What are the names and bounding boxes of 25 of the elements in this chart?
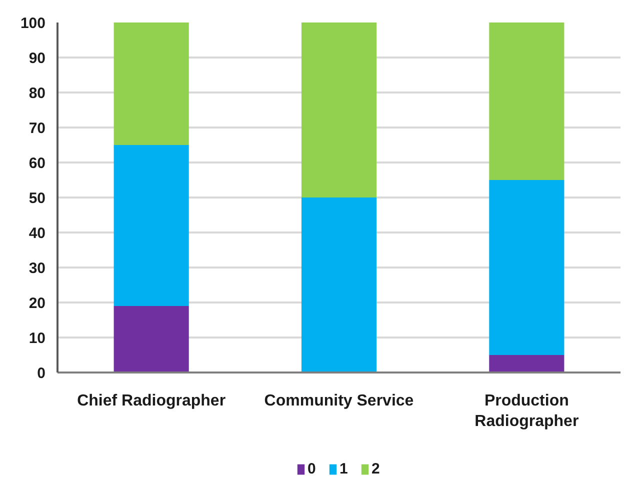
x-tick-label: Community Service — [264, 392, 414, 410]
y-tick-label: 40 — [28, 225, 46, 242]
y-tick-label: 0 — [37, 365, 46, 382]
bar — [489, 180, 564, 355]
x-tick-label: Production Radiographer — [474, 392, 579, 430]
y-tick-label: 70 — [28, 120, 46, 137]
bar — [114, 306, 189, 372]
y-tick-label: 10 — [28, 330, 46, 347]
legend-label: 2 — [372, 460, 381, 478]
y-tick-label: 80 — [28, 85, 46, 102]
bar — [489, 22, 564, 180]
y-tick-label: 20 — [28, 295, 46, 312]
y-tick-label: 60 — [28, 155, 46, 172]
bar — [301, 22, 377, 198]
y-tick-label: 100 — [20, 15, 46, 32]
legend-label: 1 — [340, 460, 349, 478]
legend-label: 0 — [308, 460, 317, 478]
bar — [114, 22, 189, 145]
bar — [301, 198, 377, 372]
bar — [114, 145, 189, 306]
x-tick-label: Chief Radiographer — [77, 392, 226, 410]
y-tick-label: 30 — [28, 260, 46, 277]
y-tick-label: 90 — [28, 50, 46, 67]
y-tick-label: 50 — [28, 190, 46, 207]
bar — [489, 355, 564, 372]
